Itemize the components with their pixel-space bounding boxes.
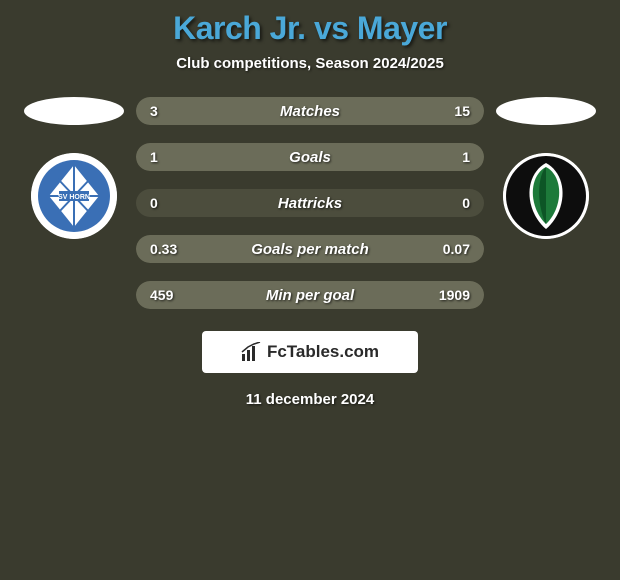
comparison-row: SV HORN 3 Matches 15 1 Goals 1 bbox=[0, 97, 620, 309]
right-club-badge bbox=[503, 153, 589, 239]
stat-bar-goals: 1 Goals 1 bbox=[136, 143, 484, 171]
left-club-badge: SV HORN bbox=[31, 153, 117, 239]
stat-right-value: 0 bbox=[462, 195, 470, 211]
stat-right-value: 15 bbox=[454, 103, 470, 119]
right-player-ellipse bbox=[496, 97, 596, 125]
right-player-col bbox=[496, 97, 596, 239]
stat-bar-matches: 3 Matches 15 bbox=[136, 97, 484, 125]
subtitle: Club competitions, Season 2024/2025 bbox=[0, 55, 620, 97]
stat-bar-goals-per-match: 0.33 Goals per match 0.07 bbox=[136, 235, 484, 263]
stat-right-value: 1909 bbox=[439, 287, 470, 303]
stat-label: Goals bbox=[136, 149, 484, 166]
stat-label: Matches bbox=[136, 103, 484, 120]
stat-label: Min per goal bbox=[136, 287, 484, 304]
left-player-col: SV HORN bbox=[24, 97, 124, 239]
stat-right-value: 1 bbox=[462, 149, 470, 165]
stat-bar-min-per-goal: 459 Min per goal 1909 bbox=[136, 281, 484, 309]
stats-column: 3 Matches 15 1 Goals 1 0 Hattricks 0 bbox=[136, 97, 484, 309]
date-label: 11 december 2024 bbox=[0, 391, 620, 408]
sv-horn-icon: SV HORN bbox=[31, 153, 117, 239]
page-title: Karch Jr. vs Mayer bbox=[0, 0, 620, 55]
brand-label: FcTables.com bbox=[267, 342, 379, 362]
sv-ried-icon bbox=[503, 153, 589, 239]
stat-label: Hattricks bbox=[136, 195, 484, 212]
left-player-ellipse bbox=[24, 97, 124, 125]
stat-bar-hattricks: 0 Hattricks 0 bbox=[136, 189, 484, 217]
stat-label: Goals per match bbox=[136, 241, 484, 258]
brand-box[interactable]: FcTables.com bbox=[202, 331, 418, 373]
chart-icon bbox=[241, 342, 261, 362]
stat-right-value: 0.07 bbox=[443, 241, 470, 257]
svg-text:SV HORN: SV HORN bbox=[58, 194, 90, 201]
